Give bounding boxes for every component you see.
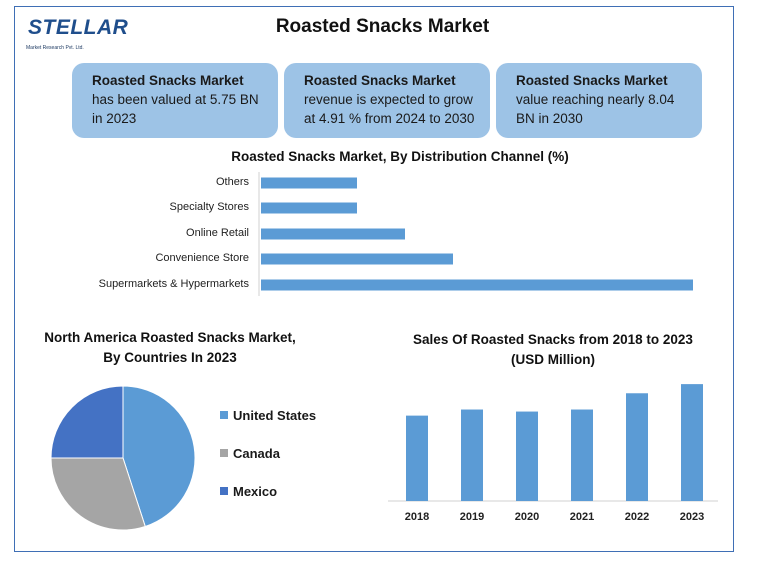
bar-2020 (516, 411, 538, 501)
year-label-2019: 2019 (459, 511, 485, 523)
stat-card-body: value reaching nearly 8.04 BN in 2030 (516, 92, 675, 126)
legend-label: Canada (233, 446, 280, 461)
year-label-2023: 2023 (679, 511, 705, 523)
bar-convenience-store (261, 253, 453, 265)
legend-mexico: Mexico (220, 484, 277, 499)
legend-label: Mexico (233, 484, 278, 499)
logo-wordmark: STELLAR (28, 16, 129, 39)
legend-swatch-united-states (220, 411, 228, 419)
year-label-2021: 2021 (569, 511, 595, 523)
page-title: Roasted Snacks Market (275, 16, 490, 37)
legend-label: United States (233, 408, 317, 423)
countries-chart-title: North America Roasted Snacks Market, By … (44, 330, 296, 365)
stat-card-valuation: Roasted Snacks Market has been valued at… (72, 63, 278, 138)
legend-united-states: United States (220, 408, 316, 423)
pie-slice-canada (50, 457, 146, 531)
bar-others (261, 177, 357, 189)
legend-swatch-canada (220, 449, 228, 457)
bar-2021 (571, 409, 593, 501)
bar-label-others: Others (215, 176, 249, 188)
legend-swatch-mexico (220, 487, 228, 495)
stellar-logo: STELLAR Market Research Pvt. Ltd. (22, 14, 128, 58)
pie-slice-united-states (122, 385, 196, 528)
bar-2023 (681, 384, 703, 501)
sales-chart-title: Sales Of Roasted Snacks from 2018 to 202… (413, 332, 693, 367)
stat-card-forecast: Roasted Snacks Market value reaching nea… (496, 63, 702, 138)
year-label-2020: 2020 (514, 511, 540, 523)
bar-label-online-retail: Online Retail (186, 227, 249, 239)
pie-slice-mexico (50, 385, 124, 459)
bar-2019 (461, 409, 483, 501)
bar-specialty-stores (261, 202, 357, 214)
bar-2022 (626, 393, 648, 501)
bar-label-supermarkets-hypermarkets: Supermarkets & Hypermarkets (98, 278, 249, 290)
stat-card-heading: Roasted Snacks Market (516, 73, 668, 88)
bar-online-retail (261, 228, 405, 240)
stat-card-heading: Roasted Snacks Market (304, 73, 456, 88)
year-label-2022: 2022 (624, 511, 650, 523)
logo-subtitle: Market Research Pvt. Ltd. (26, 45, 84, 51)
stat-card-body: has been valued at 5.75 BN in 2023 (92, 92, 259, 126)
year-label-2018: 2018 (404, 511, 430, 523)
infographic-frame (14, 6, 734, 552)
bar-label-convenience-store: Convenience Store (155, 252, 249, 264)
bar-2018 (406, 415, 428, 501)
bar-label-specialty-stores: Specialty Stores (169, 201, 249, 213)
legend-canada: Canada (220, 446, 280, 461)
stat-card-growth: Roasted Snacks Market revenue is expecte… (284, 63, 490, 138)
stat-card-heading: Roasted Snacks Market (92, 73, 244, 88)
bar-supermarkets-hypermarkets (261, 279, 693, 291)
stat-card-body: revenue is expected to grow at 4.91 % fr… (304, 92, 475, 126)
distribution-chart-title: Roasted Snacks Market, By Distribution C… (231, 149, 569, 164)
